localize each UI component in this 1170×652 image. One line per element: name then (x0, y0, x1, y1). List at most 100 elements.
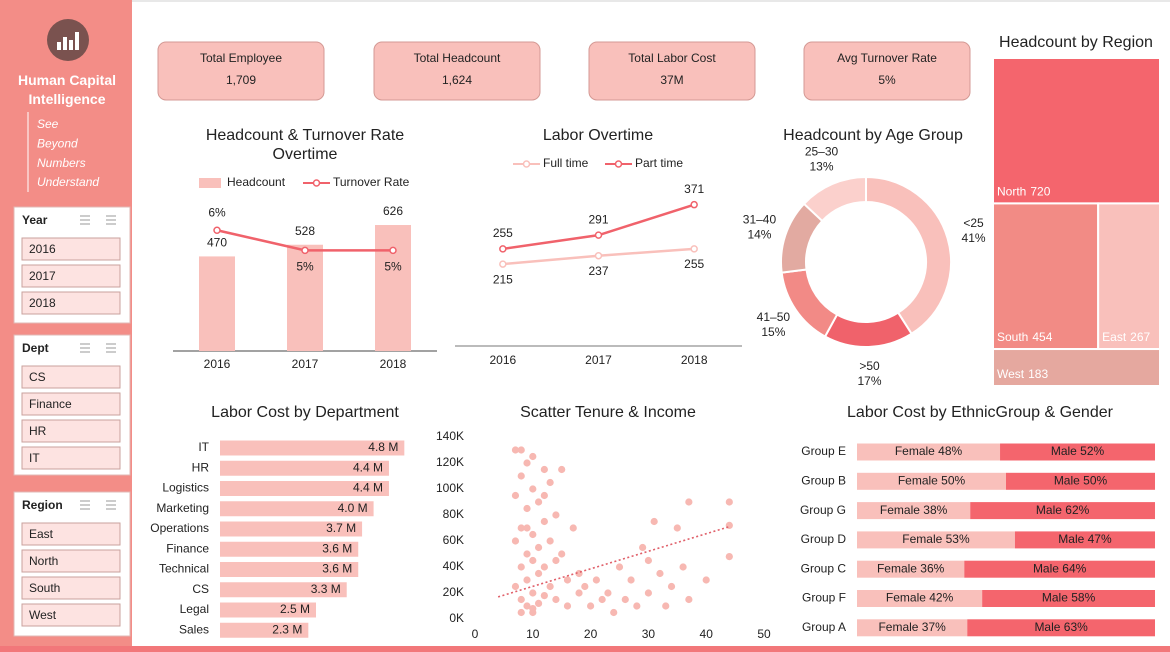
data-label: Male 63% (1034, 620, 1088, 634)
data-label: 2.5 M (280, 602, 310, 616)
slicer-item-label[interactable]: East (29, 527, 54, 541)
x-tick-label: 2018 (380, 357, 407, 371)
scatter-point (511, 537, 520, 545)
y-tick-label: Group C (801, 561, 847, 575)
scatter-point (517, 563, 525, 571)
slicer-item-label[interactable]: IT (29, 451, 40, 465)
scatter-point (534, 543, 543, 552)
y-tick-label: Marketing (156, 501, 209, 515)
y-tick-label: 80K (443, 507, 464, 521)
data-label: Female 42% (886, 591, 954, 605)
tile-name: South (997, 330, 1028, 344)
scatter-point (725, 498, 733, 506)
bar (220, 481, 389, 496)
slicer-item-label[interactable]: West (29, 608, 57, 622)
scatter-point (540, 517, 548, 526)
scatter-point (511, 491, 520, 500)
legend-label: Full time (543, 156, 589, 170)
scatter-point (633, 602, 641, 610)
bar (375, 225, 411, 351)
scatter-point (558, 465, 566, 474)
scatter-point (529, 589, 537, 597)
legend-marker (614, 160, 623, 168)
bar (220, 622, 309, 638)
scatter-point (581, 582, 589, 591)
data-label: Male 47% (1058, 532, 1112, 546)
slicer-multiselect-icon (80, 215, 90, 225)
slicer-item[interactable] (21, 522, 121, 546)
scatter-point (563, 576, 572, 584)
data-label: Female 48% (895, 444, 963, 458)
slicer-item[interactable] (21, 291, 121, 315)
data-label: 4.4 M (353, 460, 383, 474)
legend-label: Turnover Rate (333, 175, 410, 189)
slicer-item-label[interactable]: 2017 (29, 269, 56, 283)
slicer-clear-icon (106, 500, 116, 510)
line-point (499, 260, 507, 268)
data-label: 3.6 M (322, 562, 352, 576)
line-point (213, 226, 221, 234)
y-tick-label: HR (192, 460, 210, 474)
scatter-point (592, 576, 600, 584)
tagline-line: See (37, 117, 59, 131)
data-label: 4.8 M (368, 440, 398, 454)
chart-title: Scatter Tenure & Income (520, 404, 696, 421)
line-point (301, 246, 309, 255)
scatter-point (569, 524, 577, 532)
slicer-item[interactable] (21, 392, 121, 416)
slicer-multiselect-icon (80, 343, 90, 353)
y-tick-label: Operations (150, 521, 209, 535)
data-label: 5% (296, 260, 314, 274)
slicer-item[interactable] (21, 446, 121, 470)
scatter-point (523, 504, 531, 513)
tagline-line: Understand (37, 175, 99, 189)
slicer-item[interactable] (21, 237, 121, 261)
bar (220, 501, 374, 517)
kpi-value: 1,624 (442, 73, 472, 87)
data-label: 6% (208, 205, 226, 219)
scatter-point (529, 485, 537, 493)
slicer-item[interactable] (21, 264, 121, 288)
bottom-strip (0, 646, 1170, 652)
data-label: Male 52% (1051, 444, 1105, 458)
bar (220, 541, 359, 557)
scatter-point (540, 592, 548, 600)
scatter-point (540, 563, 548, 571)
tile-value: 454 (1032, 330, 1052, 344)
y-tick-label: Group E (801, 444, 846, 458)
bar-segment (970, 502, 1155, 520)
slicer-item-label[interactable]: 2016 (29, 242, 56, 256)
data-label: 4.0 M (338, 501, 368, 515)
scatter-point (534, 599, 543, 608)
bar-segment (1000, 443, 1155, 461)
slicer-item-label[interactable]: 2018 (29, 296, 56, 310)
slicer-item-label[interactable]: South (29, 581, 60, 595)
slicer-item-label[interactable]: HR (29, 424, 47, 438)
bar-segment (857, 502, 971, 520)
scatter-point (598, 595, 606, 604)
scatter-point (517, 608, 525, 617)
y-tick-label: Group B (801, 473, 846, 487)
scatter-point (621, 595, 629, 604)
scatter-point (604, 589, 612, 597)
slicer-item-label[interactable]: North (29, 554, 58, 568)
slicer-item[interactable] (21, 603, 121, 627)
slicer-item-label[interactable]: Finance (29, 397, 72, 411)
slicer-item[interactable] (21, 365, 121, 389)
chart-title: Headcount & Turnover Rate Overtime (205, 127, 405, 163)
data-label: 237 (588, 264, 608, 278)
slicer-item[interactable] (21, 549, 121, 573)
chart-title: Labor Cost by Department (211, 404, 399, 421)
slicer-item[interactable] (21, 419, 121, 443)
slicer-item-label[interactable]: CS (29, 370, 46, 384)
slicer-item[interactable] (21, 576, 121, 600)
data-label: 4.4 M (353, 481, 383, 495)
scatter-point (529, 452, 537, 461)
bar-segment (857, 472, 1006, 490)
tile-label: North 720 (997, 185, 1051, 199)
treemap-tile (1097, 202, 1162, 351)
tile-label: West 183 (997, 367, 1048, 381)
scatter-point (546, 537, 554, 545)
slice-label: 41% (962, 231, 986, 245)
